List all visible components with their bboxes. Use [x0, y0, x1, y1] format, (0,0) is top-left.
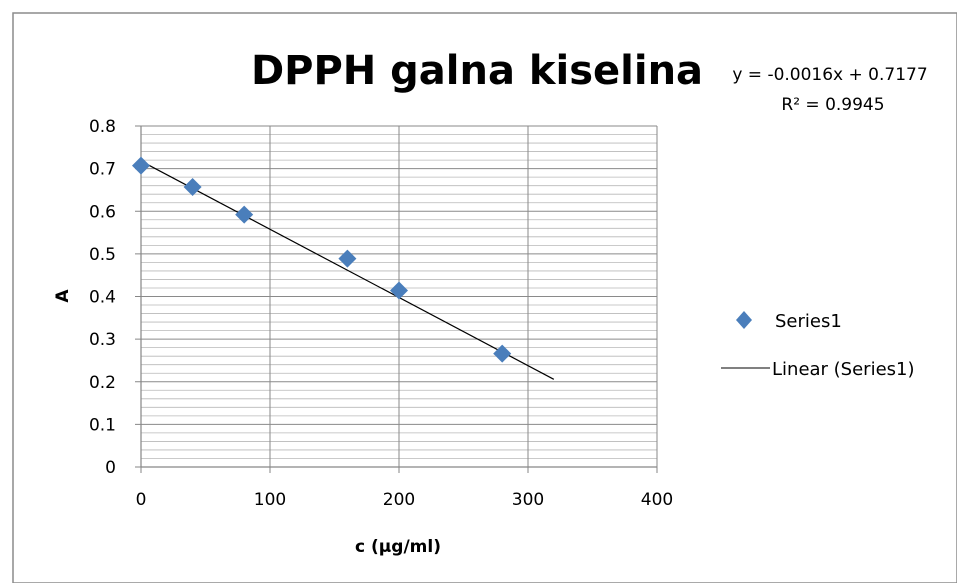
trendline-equation: y = -0.0016x + 0.7177	[732, 65, 927, 85]
y-tick-label: 0	[105, 458, 116, 478]
axes	[135, 125, 658, 473]
trendline-group	[140, 160, 555, 380]
data-point	[235, 205, 254, 224]
legend-marker-series1	[736, 311, 752, 329]
gridlines	[141, 125, 658, 467]
y-axis-label: A	[53, 289, 73, 303]
trendline-r-squared: R² = 0.9945	[781, 95, 884, 115]
data-point	[132, 156, 150, 175]
y-tick-label: 0.3	[89, 330, 116, 350]
y-tick-label: 0.5	[89, 245, 116, 265]
data-point	[183, 177, 202, 196]
x-tick-label: 200	[383, 490, 415, 510]
y-tick-label: 0.1	[89, 415, 116, 435]
x-tick-label: 400	[641, 490, 673, 510]
data-point	[390, 281, 408, 300]
y-tick-labels: 0 0.1 0.2 0.3 0.4 0.5 0.6 0.7 0.8	[89, 117, 116, 478]
data-point	[338, 249, 357, 268]
data-point	[493, 344, 512, 363]
x-tick-label: 300	[512, 490, 544, 510]
trendline	[140, 160, 555, 380]
chart-title: DPPH galna kiselina	[251, 48, 703, 94]
x-tick-label: 100	[254, 490, 286, 510]
y-tick-label: 0.4	[89, 288, 116, 308]
y-tick-label: 0.7	[89, 160, 116, 180]
legend-label-series1: Series1	[775, 311, 842, 332]
x-tick-labels: 0 100 200 300 400	[136, 490, 674, 510]
x-tick-label: 0	[136, 490, 147, 510]
y-tick-label: 0.8	[89, 117, 116, 137]
y-tick-label: 0.6	[89, 202, 116, 222]
chart-border	[12, 12, 957, 583]
y-tick-label: 0.2	[89, 373, 116, 393]
legend-label-trend: Linear (Series1)	[772, 359, 915, 380]
x-axis-label: c (μg/ml)	[355, 537, 441, 557]
data-points	[132, 156, 512, 363]
legend: Series1 Linear (Series1)	[721, 311, 915, 380]
